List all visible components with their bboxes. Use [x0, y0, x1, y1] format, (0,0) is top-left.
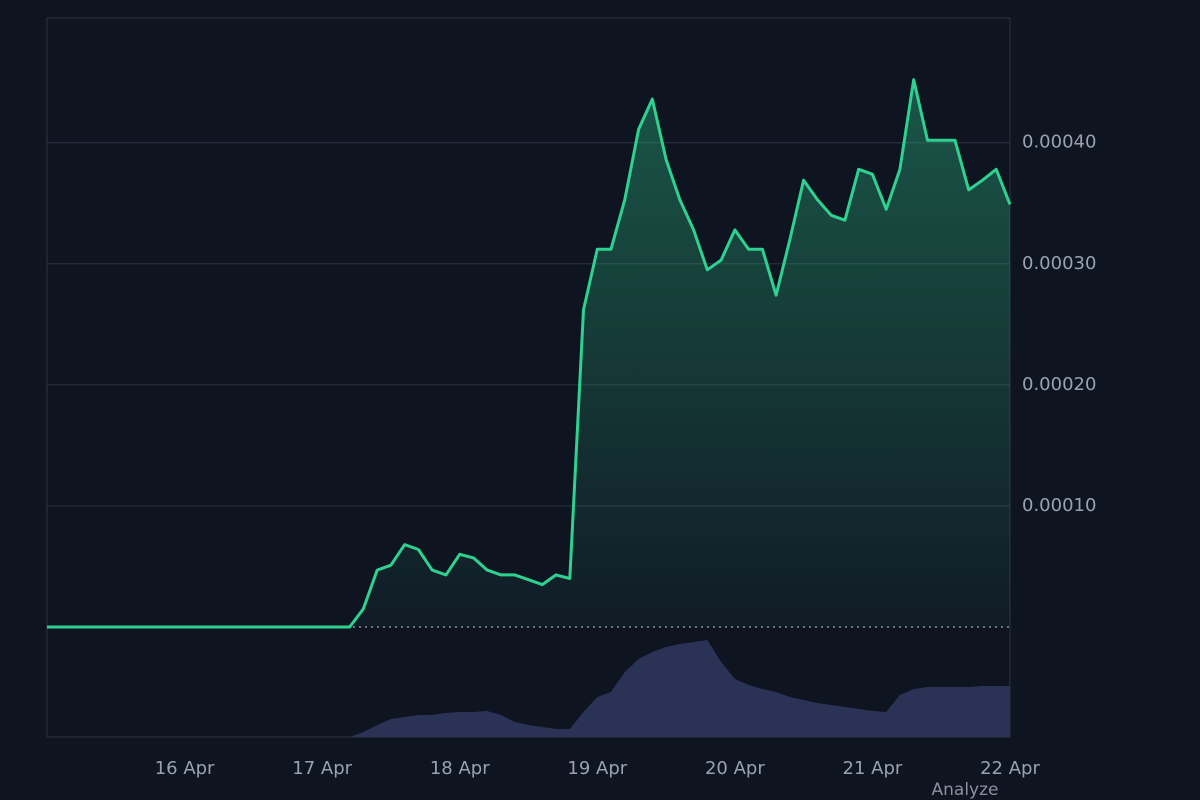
x-tick-label: 21 Apr — [843, 758, 903, 779]
x-tick-label: 16 Apr — [155, 758, 215, 779]
annotation: Analyze — [932, 780, 999, 800]
x-tick-label: 20 Apr — [705, 758, 765, 779]
y-tick-label: 0.00010 — [1022, 495, 1096, 516]
price-line — [47, 78, 1012, 629]
x-tick-label: 17 Apr — [292, 758, 352, 779]
y-tick-label: 0.00020 — [1022, 374, 1096, 395]
y-tick-label: 0.00040 — [1022, 132, 1096, 153]
x-tick-label: 18 Apr — [430, 758, 490, 779]
x-tick-label: 19 Apr — [567, 758, 627, 779]
y-tick-label: 0.00030 — [1022, 253, 1096, 274]
x-tick-label: 22 Apr — [980, 758, 1040, 779]
volume-area — [47, 640, 1010, 737]
price-area — [47, 79, 1010, 627]
